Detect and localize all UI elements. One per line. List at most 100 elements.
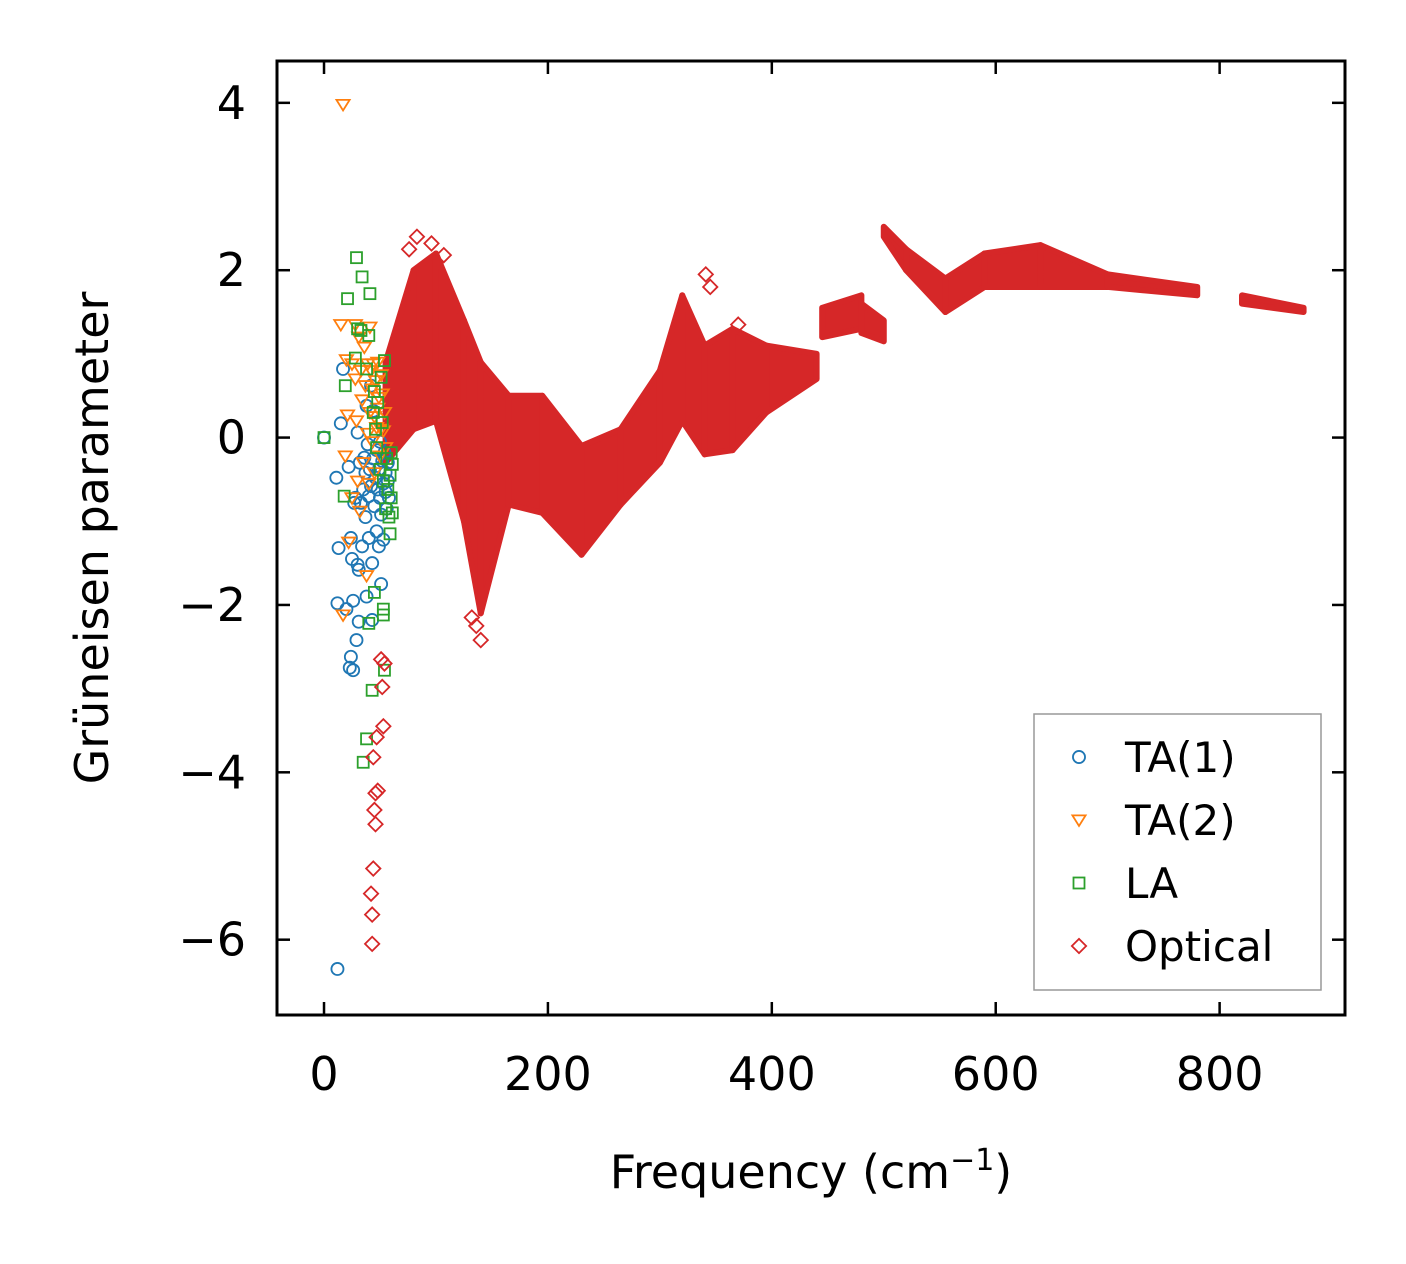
ta-1-point xyxy=(330,596,345,611)
ta-1-point xyxy=(351,562,366,577)
la-point xyxy=(374,370,388,384)
ta-1-point xyxy=(317,430,331,445)
ta-1-point xyxy=(349,633,364,648)
ta-1-point xyxy=(331,541,346,555)
optical-point xyxy=(463,609,481,626)
ta-2-point xyxy=(343,358,361,372)
ta-2-point xyxy=(369,356,386,370)
ta-2-point xyxy=(334,98,352,113)
legend-marker-ta2 xyxy=(1070,814,1088,828)
la-point xyxy=(385,457,399,471)
la-point xyxy=(338,379,352,393)
optical-band-segment xyxy=(1037,242,1111,290)
ta-2-point xyxy=(371,450,389,464)
ta-2-point xyxy=(353,394,371,408)
optical-band-segment xyxy=(880,223,910,274)
y-tick-label: 2 xyxy=(217,243,246,297)
ta-2-point xyxy=(332,319,350,333)
la-point xyxy=(363,287,377,301)
optical-band-segment xyxy=(701,325,736,458)
la-point xyxy=(362,329,376,342)
optical-band-segment xyxy=(729,325,770,454)
y-tick-label: 4 xyxy=(217,76,246,130)
y-tick-label: 0 xyxy=(217,411,246,465)
optical-band-segment xyxy=(505,392,546,516)
optical-point xyxy=(376,655,393,672)
optical-band-segment xyxy=(578,426,624,558)
optical-point xyxy=(365,801,383,819)
optical-point xyxy=(369,782,387,800)
legend-marker-la xyxy=(1072,876,1086,890)
legend-label: Optical xyxy=(1125,922,1273,971)
optical-point xyxy=(374,717,392,735)
la-point xyxy=(337,489,351,503)
ta-1-point xyxy=(359,589,374,604)
legend-marker-optical xyxy=(1070,937,1088,955)
ta-2-point xyxy=(372,369,390,383)
optical-point xyxy=(435,246,453,264)
la-point xyxy=(382,510,396,524)
optical-band-segment xyxy=(1239,292,1307,316)
ta-2-point xyxy=(376,406,393,421)
la-point xyxy=(317,431,331,444)
ta-1-point xyxy=(367,499,382,514)
la-point xyxy=(356,755,370,769)
ta-1-point xyxy=(351,614,366,629)
ta-1-point xyxy=(343,649,358,664)
ta-1-point xyxy=(355,539,370,554)
ta-2-point xyxy=(354,457,372,471)
ta-1-point xyxy=(346,663,361,678)
x-tick-label: 200 xyxy=(504,1047,592,1101)
optical-point xyxy=(364,860,382,877)
ta-1-point xyxy=(339,602,354,617)
optical-point xyxy=(408,228,426,246)
la-point xyxy=(367,585,381,599)
la-point xyxy=(360,362,373,376)
legend-box xyxy=(1033,713,1322,991)
ta-2-point xyxy=(347,373,364,387)
data-points xyxy=(317,98,747,976)
optical-dense-band xyxy=(382,223,1307,617)
legend-marker-ta1 xyxy=(1072,750,1086,764)
ta-2-point xyxy=(360,478,378,492)
la-point xyxy=(378,354,391,367)
y-axis-ticks: 4 2 0 −2 −4 −6 xyxy=(178,76,1345,967)
la-point xyxy=(355,270,369,284)
optical-point xyxy=(367,815,384,833)
optical-band-segment xyxy=(432,250,467,525)
x-axis-label: Frequency (cm−1) xyxy=(610,1143,1013,1199)
optical-band-segment xyxy=(981,242,1044,290)
ta-2-point xyxy=(369,402,386,416)
ta-2-point xyxy=(348,415,365,429)
ta-1-point xyxy=(341,459,356,474)
la-point xyxy=(341,292,354,306)
ta-1-point xyxy=(330,962,345,976)
y-tick-label: −6 xyxy=(178,913,246,967)
ta-2-point xyxy=(356,341,373,355)
optical-band-segment xyxy=(903,246,949,316)
la-point xyxy=(348,351,362,365)
plot-area xyxy=(317,98,1307,976)
optical-band-segment xyxy=(1104,271,1201,299)
optical-band-segment xyxy=(477,359,512,617)
legend-label: LA xyxy=(1125,859,1178,908)
legend: TA(1) TA(2) LA Optical xyxy=(1033,713,1322,991)
ta-2-point xyxy=(358,570,375,584)
y-tick-label: −4 xyxy=(178,745,246,799)
optical-point xyxy=(363,906,381,924)
la-point xyxy=(383,527,397,541)
optical-point xyxy=(701,278,719,296)
optical-point xyxy=(362,885,380,903)
optical-band-segment xyxy=(679,292,708,458)
ta-1-point xyxy=(358,510,373,525)
optical-point xyxy=(364,748,382,766)
optical-point xyxy=(368,728,386,746)
la-point xyxy=(385,506,399,520)
ta-2-point xyxy=(334,609,352,623)
ta-1-point xyxy=(329,470,344,485)
la-point xyxy=(362,616,376,630)
ta-2-point xyxy=(365,358,382,372)
ta-2-point xyxy=(370,391,388,406)
ta-1-point xyxy=(369,524,384,539)
